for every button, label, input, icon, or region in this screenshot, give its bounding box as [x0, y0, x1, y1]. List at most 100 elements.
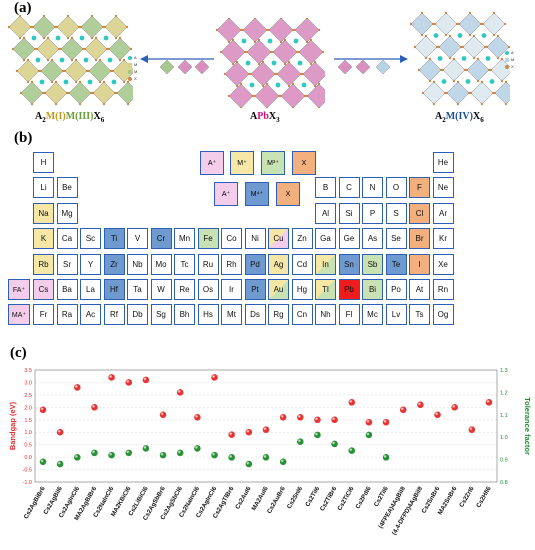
element-cell-hf: Hf	[103, 279, 125, 300]
category-label: Cs2SnI6	[286, 485, 305, 510]
x-site-atom	[313, 84, 317, 88]
x-site-atom	[492, 12, 496, 15]
element-cell-p: P	[362, 202, 383, 224]
element-cell-pd: Pd	[244, 253, 266, 275]
element-cell-rb: Rb	[33, 253, 54, 275]
y-tick-label: 2.0	[24, 405, 32, 411]
x-site-atom	[448, 56, 452, 60]
formula-left: A2M(I)M(III)X6	[35, 111, 104, 124]
x-site-atom	[125, 25, 129, 29]
legend-left-m3: M	[134, 69, 138, 74]
x-site-atom	[118, 58, 122, 62]
a-site-atom	[83, 57, 89, 63]
x-site-atom	[468, 12, 472, 15]
x-site-atom	[55, 25, 59, 29]
element-cell-na: Na	[33, 202, 54, 224]
a-site-atom	[111, 79, 117, 85]
formula-center-pb: Pb	[257, 111, 269, 122]
formula-right-sub6: 6	[480, 116, 484, 124]
element-cell-f: F	[409, 177, 430, 199]
x-site-atom	[321, 50, 325, 54]
x-site-atom	[122, 58, 126, 62]
formula-center-a: A	[250, 111, 258, 122]
octahedron	[88, 59, 112, 83]
octahedron	[250, 61, 276, 87]
x-site-atom	[46, 36, 50, 40]
element-cell-ra: Ra	[56, 304, 78, 326]
x-site-atom	[90, 36, 94, 40]
octahedron	[442, 58, 466, 82]
formula-left-sub2: 2	[42, 116, 46, 124]
x-site-atom	[435, 45, 439, 49]
a-site-atom	[441, 79, 447, 84]
element-cell-xe: Xe	[432, 253, 454, 275]
x-site-atom	[317, 82, 321, 86]
x-site-atom	[22, 36, 26, 40]
octahedron	[302, 61, 325, 87]
structure-legend-right: A M X	[505, 50, 533, 80]
category-label: Cs2PdI6	[354, 485, 373, 510]
a-site-atom	[271, 60, 277, 66]
x-site-atom	[265, 28, 269, 32]
x-site-atom	[83, 47, 87, 51]
element-cell-au: Au	[268, 279, 289, 300]
x-site-atom	[122, 80, 126, 84]
a-site-atom	[481, 33, 487, 38]
x-site-atom	[279, 94, 283, 98]
x-site-atom	[456, 80, 460, 84]
element-cell-ds: Ds	[244, 304, 266, 326]
x-site-atom	[261, 84, 265, 88]
x-site-atom	[129, 47, 133, 51]
a-site-atom	[433, 33, 439, 38]
x-site-atom	[215, 28, 219, 32]
y-tick-label: 0.0	[24, 455, 32, 461]
x-site-atom	[22, 58, 26, 62]
y2-axis-label: Tolerance factor	[523, 397, 532, 455]
x-site-atom	[432, 80, 436, 84]
octahedron	[294, 18, 320, 43]
left-transition-arrow	[140, 55, 214, 75]
a-site-atom	[241, 38, 247, 44]
a-site-atom	[293, 38, 299, 44]
formula-left-m3: M(III)	[65, 111, 94, 122]
x-site-atom	[410, 22, 413, 26]
x-site-atom	[283, 38, 287, 42]
element-cell-h: H	[33, 152, 54, 173]
y2-tick-label: 1.2	[500, 390, 508, 396]
x-site-atom	[231, 38, 235, 42]
x-site-atom	[428, 57, 432, 61]
formula-left-m1: M(I)	[45, 111, 66, 122]
x-site-atom	[309, 62, 313, 66]
legend-x-2: X	[276, 182, 300, 206]
formula-right: A2M(IV)X6	[435, 111, 484, 124]
x-site-atom	[313, 60, 317, 64]
x-site-atom	[114, 36, 118, 40]
element-cell-as: As	[362, 228, 383, 250]
bandgap-point	[399, 406, 407, 414]
tolerance-point	[108, 451, 115, 459]
x-site-atom	[26, 80, 30, 84]
element-cell-re: Re	[174, 279, 195, 300]
x-site-atom	[465, 68, 469, 72]
element-cell-og: Og	[432, 304, 454, 326]
octahedron	[272, 39, 298, 65]
x-site-atom	[241, 28, 245, 32]
x-site-atom	[456, 102, 460, 106]
element-cell-cu: Cu	[268, 228, 289, 250]
x-site-atom	[265, 106, 269, 108]
element-cell-fl: Fl	[338, 304, 360, 326]
x-site-atom	[287, 60, 291, 64]
plot-frame	[34, 369, 498, 483]
x-site-atom	[114, 15, 118, 18]
element-cell-ta: Ta	[127, 279, 148, 300]
element-cell-he: He	[432, 152, 454, 173]
x-site-atom	[463, 68, 467, 72]
x-site-atom	[54, 80, 58, 84]
octahedron	[68, 81, 92, 105]
element-cell-si: Si	[338, 202, 360, 224]
element-cell-zr: Zr	[103, 253, 125, 275]
octahedron	[242, 18, 268, 43]
tolerance-point	[39, 458, 47, 466]
element-cell-rh: Rh	[221, 253, 242, 275]
x-site-atom	[305, 40, 309, 44]
